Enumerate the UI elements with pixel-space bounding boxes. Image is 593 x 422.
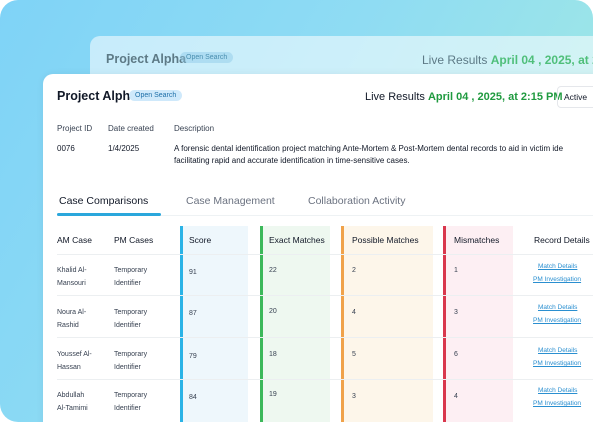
score-cell: 84 [189,394,197,401]
status-dropdown[interactable]: Active [557,86,593,108]
pm-investigation-link[interactable]: PM Investigation [533,400,582,407]
pm-case-line-1: Temporary [114,351,148,358]
am-case-line-2: Hassan [57,364,81,371]
live-results-date: April 04 , 2025, at 2:15 PM [427,91,563,103]
pm-investigation-link[interactable]: PM Investigation [533,317,582,324]
pm-case-line-1: Temporary [114,392,148,399]
description-label: Description [174,124,215,133]
pm-case-line-1: Temporary [114,267,148,274]
row-divider [57,337,593,338]
header-am-case: AM Case [57,235,92,245]
header-exact-matches: Exact Matches [269,235,325,245]
match-details-link[interactable]: Match Details [538,304,578,311]
pm-case-cell: Temporary Identifier [114,389,147,415]
description-value: A forensic dental identification project… [174,143,593,167]
header-mismatches: Mismatches [454,235,500,245]
am-case-line-2: Mansouri [57,280,86,287]
open-search-badge[interactable]: Open Search [129,90,183,101]
background-open-search-badge: Open Search [180,52,234,63]
header-pm-cases: PM Cases [114,235,154,245]
score-column-bg [180,226,248,422]
mismatches-cell: 4 [454,393,458,400]
pm-investigation-link[interactable]: PM Investigation [533,360,582,367]
pm-case-cell: Temporary Identifier [114,306,147,332]
header-possible-matches: Possible Matches [352,235,419,245]
background-live-results: Live Results April 04 , 2025, at 2:15 [422,53,593,67]
score-cell: 91 [189,269,197,276]
row-divider [57,379,593,380]
description-line-1: A forensic dental identification project… [174,144,564,153]
live-results: Live Results April 04 , 2025, at 2:15 PM [365,91,563,103]
pm-case-cell: Temporary Identifier [114,348,147,374]
tab-collaboration-activity[interactable]: Collaboration Activity [308,195,406,207]
exact-column-edge [260,226,263,422]
mismatches-cell: 1 [454,267,458,274]
project-id-label: Project ID [57,124,93,133]
pm-case-cell: Temporary Identifier [114,264,147,290]
live-results-label: Live Results [365,91,425,103]
mismatches-cell: 3 [454,309,458,316]
am-case-line-1: Youssef Al- [57,351,92,358]
pm-case-line-2: Identifier [114,322,141,329]
exact-matches-cell: 18 [269,351,277,358]
project-id-value: 0076 [57,144,75,153]
possible-column-edge [341,226,344,422]
am-case-line-2: Rashid [57,322,79,329]
pm-case-line-2: Identifier [114,280,141,287]
mismatch-column-edge [443,226,446,422]
exact-matches-cell: 20 [269,308,277,315]
row-divider [57,295,593,296]
exact-column-bg [260,226,330,422]
project-card: Project Alpha Open Search Live Results A… [43,74,593,422]
tab-bar: Case Comparisons Case Management Collabo… [57,195,593,216]
possible-matches-cell: 5 [352,351,356,358]
mismatches-cell: 6 [454,351,458,358]
header-divider [57,254,593,255]
am-case-line-2: Al-Tamimi [57,405,88,412]
score-cell: 87 [189,310,197,317]
possible-matches-cell: 4 [352,309,356,316]
am-case-line-1: Noura Al- [57,309,87,316]
mismatch-column-bg [443,226,513,422]
active-tab-indicator [57,213,161,216]
possible-column-bg [341,226,433,422]
exact-matches-cell: 19 [269,391,277,398]
match-details-link[interactable]: Match Details [538,263,578,270]
score-cell: 79 [189,353,197,360]
date-created-label: Date created [108,124,154,133]
pm-investigation-link[interactable]: PM Investigation [533,276,582,283]
date-created-value: 1/4/2025 [108,144,140,153]
possible-matches-cell: 2 [352,267,356,274]
match-details-link[interactable]: Match Details [538,347,578,354]
score-column-edge [180,226,183,422]
am-case-cell: Abdullah Al-Tamimi [57,389,88,415]
description-line-2: facilitating rapid and accurate identifi… [174,156,410,165]
header-record-details: Record Details [534,235,590,245]
possible-matches-cell: 3 [352,393,356,400]
am-case-cell: Youssef Al- Hassan [57,348,92,374]
background-live-label: Live Results [422,53,488,67]
exact-matches-cell: 22 [269,267,277,274]
am-case-cell: Khalid Al- Mansouri [57,264,87,290]
tab-case-management[interactable]: Case Management [186,195,275,207]
project-title: Project Alpha [57,89,138,103]
am-case-line-1: Abdullah [57,392,85,399]
pm-case-line-2: Identifier [114,405,141,412]
am-case-cell: Noura Al- Rashid [57,306,86,332]
tab-bar-divider [57,215,593,216]
am-case-line-1: Khalid Al- [57,267,87,274]
background-project-title: Project Alpha [106,52,187,66]
pm-case-line-1: Temporary [114,309,148,316]
match-details-link[interactable]: Match Details [538,387,578,394]
header-score: Score [189,235,212,245]
background-live-date: April 04 , 2025, at 2:15 [490,53,593,67]
pm-case-line-2: Identifier [114,364,141,371]
tab-case-comparisons[interactable]: Case Comparisons [59,195,149,207]
